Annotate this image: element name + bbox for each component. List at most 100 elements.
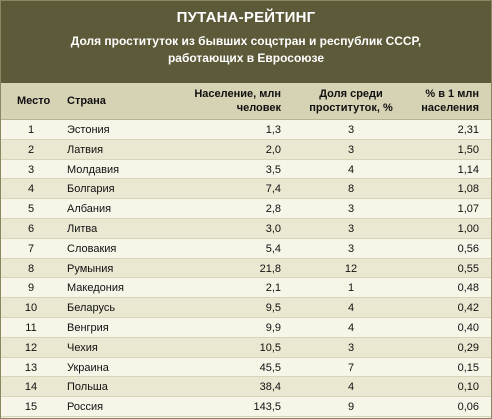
cell-per-million: 1,00 [457, 222, 479, 235]
table-row: 3 Молдавия 3,5 4 1,14 [1, 159, 491, 180]
cell-population: 5,4 [265, 242, 281, 255]
column-header-share: Доля среди проституток, % [309, 88, 393, 114]
cell-place: 6 [27, 222, 35, 235]
cell-share: 3 [347, 203, 355, 216]
cell-per-million: 1,07 [457, 203, 479, 216]
table-row: 13 Украина 45,5 7 0,15 [1, 357, 491, 378]
table-row: 6 Литва 3,0 3 1,00 [1, 218, 491, 239]
cell-country: Россия [67, 401, 104, 414]
cell-per-million: 0,29 [457, 341, 479, 354]
table-subtitle: Доля проституток из бывших соцстран и ре… [70, 34, 422, 65]
table-header: ПУТАНА-РЕЙТИНГ Доля проституток из бывши… [1, 1, 491, 83]
cell-share: 3 [347, 124, 355, 136]
table-row: 4 Болгария 7,4 8 1,08 [1, 179, 491, 200]
cell-share: 4 [347, 381, 355, 394]
cell-place: 10 [24, 302, 38, 315]
cell-population: 3,5 [265, 163, 281, 176]
cell-place: 4 [27, 183, 35, 196]
column-header-population: Население, млн человек [194, 88, 281, 114]
cell-share: 3 [347, 242, 355, 255]
cell-population: 38,4 [259, 381, 281, 394]
cell-country: Молдавия [67, 163, 120, 176]
cell-per-million: 2,31 [457, 124, 479, 136]
table-title: ПУТАНА-РЕЙТИНГ [176, 9, 316, 26]
column-headers: Место Страна Население, млн человек Доля… [1, 83, 491, 120]
table-row: 11 Венгрия 9,9 4 0,40 [1, 317, 491, 338]
cell-place: 3 [27, 163, 35, 176]
cell-place: 1 [27, 124, 35, 136]
cell-population: 9,9 [265, 321, 281, 334]
cell-place: 5 [27, 203, 35, 216]
table-row: 15 Россия 143,5 9 0,06 [1, 397, 491, 417]
cell-place: 8 [27, 262, 35, 275]
cell-per-million: 0,06 [457, 401, 479, 414]
cell-per-million: 0,15 [457, 361, 479, 374]
cell-population: 45,5 [259, 361, 281, 374]
cell-country: Польша [67, 381, 108, 394]
cell-place: 12 [24, 341, 38, 354]
cell-share: 4 [347, 302, 355, 315]
table-row: 8 Румыния 21,8 12 0,55 [1, 258, 491, 279]
cell-country: Чехия [67, 341, 98, 354]
cell-share: 12 [344, 262, 358, 275]
cell-country: Словакия [67, 242, 117, 255]
cell-population: 2,1 [265, 282, 281, 295]
cell-place: 14 [24, 381, 38, 394]
cell-per-million: 1,50 [457, 143, 479, 156]
cell-country: Эстония [67, 124, 110, 136]
cell-place: 11 [25, 321, 37, 334]
cell-country: Болгария [67, 183, 115, 196]
cell-country: Венгрия [67, 321, 109, 334]
cell-share: 8 [347, 183, 355, 196]
table-row: 12 Чехия 10,5 3 0,29 [1, 337, 491, 358]
cell-country: Албания [67, 203, 112, 216]
cell-population: 143,5 [253, 401, 281, 414]
cell-per-million: 0,55 [457, 262, 479, 275]
cell-country: Латвия [67, 143, 104, 156]
cell-share: 3 [347, 143, 355, 156]
cell-share: 4 [347, 321, 355, 334]
cell-share: 9 [347, 401, 355, 414]
cell-population: 21,8 [259, 262, 281, 275]
cell-country: Македония [67, 282, 124, 295]
cell-per-million: 1,14 [457, 163, 479, 176]
table-row: 5 Албания 2,8 3 1,07 [1, 199, 491, 219]
table-row: 1 Эстония 1,3 3 2,31 [1, 120, 491, 140]
cell-per-million: 0,10 [457, 381, 479, 394]
cell-share: 7 [347, 361, 355, 374]
cell-population: 7,4 [265, 183, 281, 196]
column-header-place: Место [17, 95, 51, 107]
cell-population: 9,5 [265, 302, 281, 315]
cell-per-million: 0,56 [457, 242, 479, 255]
cell-country: Литва [67, 222, 98, 235]
cell-country: Украина [67, 361, 109, 374]
cell-place: 9 [27, 282, 35, 295]
cell-population: 10,5 [259, 341, 281, 354]
cell-population: 1,3 [265, 124, 281, 136]
table-row: 10 Беларусь 9,5 4 0,42 [1, 298, 491, 318]
cell-population: 2,0 [265, 143, 281, 156]
cell-place: 2 [27, 143, 35, 156]
cell-share: 3 [347, 341, 355, 354]
table-row: 7 Словакия 5,4 3 0,56 [1, 238, 491, 259]
cell-share: 4 [347, 163, 355, 176]
cell-per-million: 1,08 [457, 183, 479, 196]
table-row: 2 Латвия 2,0 3 1,50 [1, 139, 491, 160]
cell-per-million: 0,48 [457, 282, 479, 295]
cell-place: 7 [27, 242, 35, 255]
table-row: 9 Македония 2,1 1 0,48 [1, 278, 491, 299]
cell-place: 13 [24, 361, 38, 374]
cell-place: 15 [24, 401, 38, 414]
cell-share: 1 [347, 282, 355, 295]
table-row: 14 Польша 38,4 4 0,10 [1, 377, 491, 398]
cell-country: Румыния [67, 262, 114, 275]
cell-country: Беларусь [67, 302, 116, 315]
cell-share: 3 [347, 222, 355, 235]
column-header-per-million: % в 1 млн населения [421, 88, 479, 114]
cell-population: 3,0 [265, 222, 281, 235]
cell-population: 2,8 [265, 203, 281, 216]
cell-per-million: 0,40 [457, 321, 479, 334]
column-header-country: Страна [67, 95, 106, 107]
table-body: 1 Эстония 1,3 3 2,31 2 Латвия 2,0 3 1,50… [1, 120, 491, 417]
